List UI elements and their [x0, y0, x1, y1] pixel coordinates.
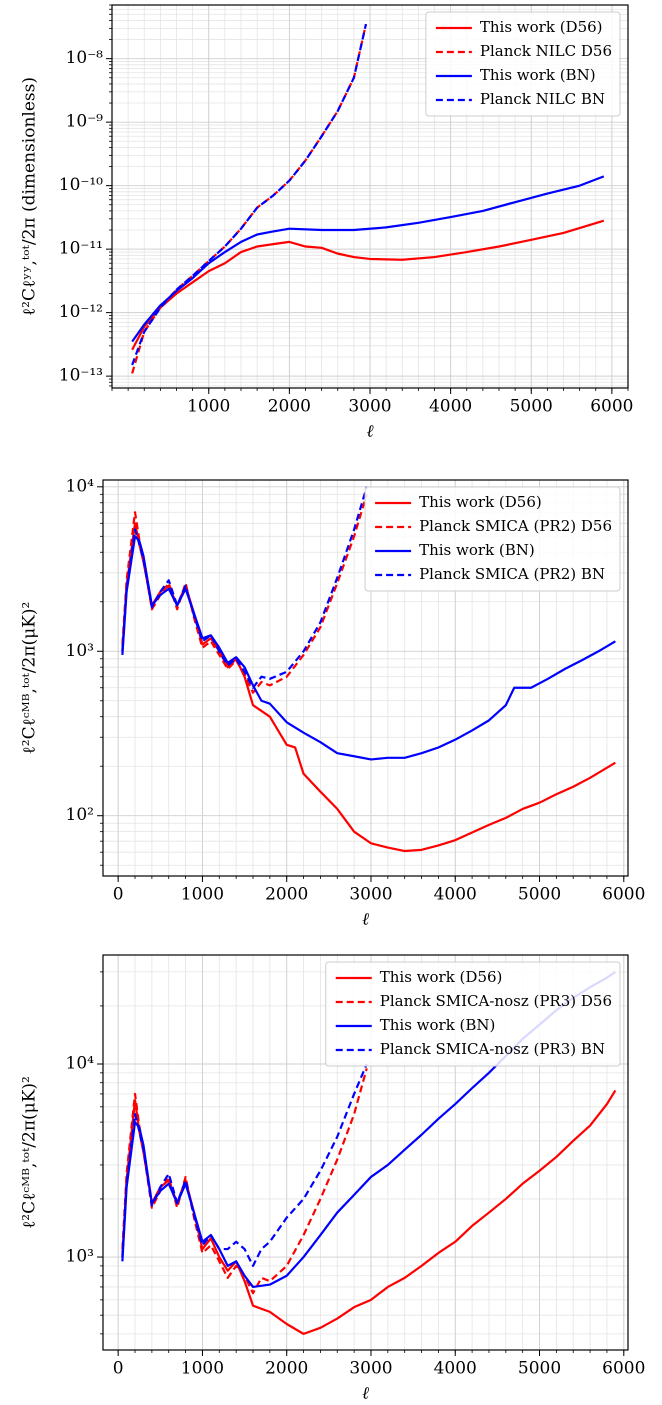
x-tick-label: 2000 [268, 397, 311, 417]
y-tick-label: 10³ [66, 641, 94, 661]
y-tick-label: 10³ [66, 1247, 94, 1267]
x-tick-label: 3000 [349, 885, 392, 905]
y-tick-label: 10⁻¹² [59, 302, 103, 322]
x-tick-label: 0 [113, 885, 124, 905]
y-axis-label: ℓ²Cℓᶜᴹᴮ,ᵗᵒᵗ/2π(μK)² [20, 602, 40, 755]
y-tick-label: 10⁻¹³ [59, 366, 103, 386]
x-tick-label: 3000 [349, 1359, 392, 1379]
legend-label: Planck NILC BN [480, 90, 605, 108]
legend-label: Planck SMICA (PR2) D56 [419, 517, 612, 535]
y-tick-label: 10⁻¹⁰ [59, 175, 103, 195]
series-line [131, 175, 605, 343]
y-tick-label: 10⁴ [66, 1054, 95, 1074]
series-line [121, 1068, 368, 1295]
y-tick-label: 10⁴ [66, 476, 95, 496]
legend-box [425, 11, 621, 117]
x-tick-label: 1000 [187, 397, 230, 417]
series-line [131, 219, 605, 351]
subplot: 0 1000 2000 3000 4000 5000 6000 10² 10³ 10⁴ ℓ ℓ²Cℓᶜ… [20, 476, 646, 929]
axes-frame [102, 479, 629, 877]
series-line [121, 535, 616, 761]
legend-box [364, 486, 621, 592]
series-line [121, 1089, 617, 1335]
y-axis-label: ℓ²Cℓᶜᴹᴮ,ᵗᵒᵗ/2π(μK)² [20, 1076, 40, 1229]
plot-area [121, 486, 616, 853]
x-tick-label: 5000 [510, 397, 553, 417]
x-tick-label: 5000 [518, 885, 561, 905]
subplot: 0 1000 2000 3000 4000 5000 6000 10³ 10⁴ ℓ ℓ²Cℓᶜᴹᴮ,… [20, 954, 645, 1404]
y-axis-label: ℓ²Cℓʸʸ,ᵗᵒᵗ/2π (dimensionless) [20, 77, 40, 316]
series-line [121, 1063, 368, 1267]
x-tick-label: 4000 [434, 885, 477, 905]
legend-box [325, 961, 621, 1067]
axes-frame [111, 4, 629, 389]
x-axis-label: ℓ [362, 1384, 369, 1404]
x-tick-label: 4000 [434, 1359, 477, 1379]
legend-label: This work (D56) [419, 493, 542, 511]
y-tick-label: 10⁻⁹ [66, 112, 104, 132]
legend: This work (D56) Planck SMICA-nosz (PR3) D… [325, 961, 621, 1067]
x-tick-label: 4000 [429, 397, 472, 417]
legend-label: This work (BN) [480, 66, 596, 84]
series-line [121, 486, 368, 689]
x-tick-label: 1000 [181, 1359, 224, 1379]
legend-label: Planck SMICA-nosz (PR3) BN [380, 1040, 605, 1058]
subplot: 1000 2000 3000 4000 5000 6000 10⁻¹³ 10⁻¹² 10⁻¹¹ 1… [20, 4, 634, 442]
y-tick-label: 10² [66, 805, 94, 825]
x-tick-label: 1000 [181, 885, 224, 905]
legend-label: This work (BN) [380, 1016, 496, 1034]
x-tick-label: 2000 [265, 1359, 308, 1379]
x-tick-label: 6000 [590, 397, 633, 417]
legend-label: Planck NILC D56 [480, 42, 612, 60]
x-tick-label: 0 [113, 1359, 124, 1379]
legend-label: Planck SMICA (PR2) BN [419, 565, 605, 583]
x-tick-label: 6000 [602, 885, 645, 905]
y-tick-label: 10⁻⁸ [66, 48, 104, 68]
series-line [131, 23, 368, 366]
x-axis-label: ℓ [366, 422, 373, 442]
x-tick-label: 6000 [602, 1359, 645, 1379]
x-tick-label: 5000 [518, 1359, 561, 1379]
legend-label: This work (D56) [480, 18, 603, 36]
plot-area [131, 23, 605, 374]
axes-frame [102, 954, 629, 1351]
x-axis-label: ℓ [362, 910, 369, 930]
x-tick-label: 3000 [348, 397, 391, 417]
x-tick-label: 2000 [265, 885, 308, 905]
legend-label: This work (BN) [419, 541, 535, 559]
series-line [131, 23, 368, 374]
legend-label: Planck SMICA-nosz (PR3) D56 [380, 992, 612, 1010]
y-tick-label: 10⁻¹¹ [59, 239, 103, 259]
legend-label: This work (D56) [380, 968, 503, 986]
legend: This work (D56) Planck SMICA (PR2) D56 Thi… [364, 486, 621, 592]
legend: This work (D56) Planck NILC D56 This work … [425, 11, 621, 117]
